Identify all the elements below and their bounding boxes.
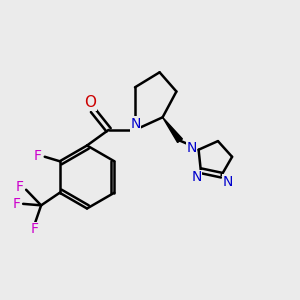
Text: F: F bbox=[16, 180, 23, 194]
Text: O: O bbox=[84, 95, 96, 110]
Polygon shape bbox=[163, 117, 182, 142]
Text: N: N bbox=[222, 175, 233, 189]
Text: F: F bbox=[34, 149, 42, 163]
Text: N: N bbox=[191, 170, 202, 184]
Text: N: N bbox=[130, 117, 141, 131]
Text: F: F bbox=[13, 197, 20, 211]
Text: F: F bbox=[31, 222, 39, 236]
Text: N: N bbox=[186, 141, 197, 155]
